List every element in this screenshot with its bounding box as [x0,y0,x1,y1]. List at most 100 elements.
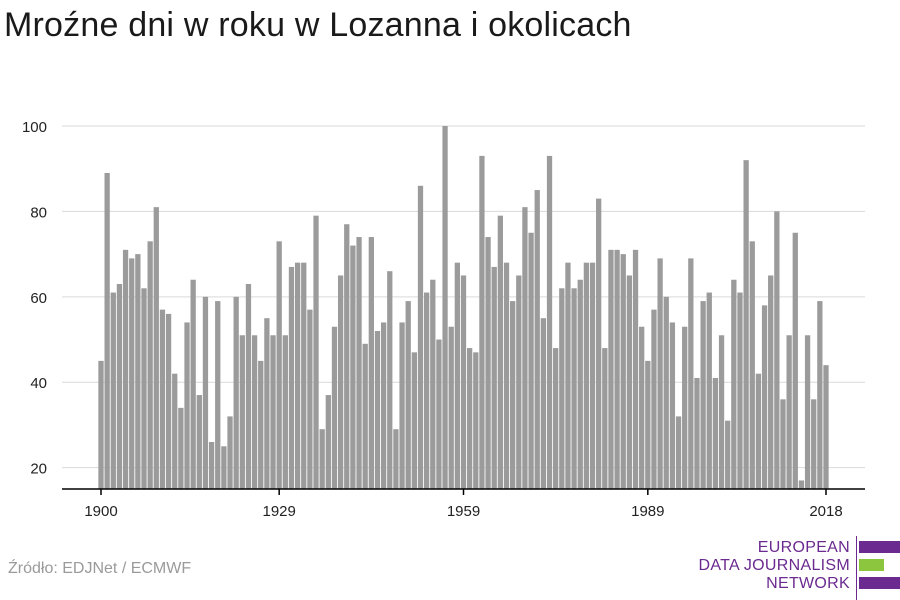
bar [596,198,602,489]
bar [129,258,135,489]
bar [337,275,344,489]
bar [344,224,350,489]
bar [749,241,755,489]
bar [503,262,510,489]
bar [761,305,768,489]
bar [215,301,221,489]
bar [233,296,239,489]
bar [405,301,411,489]
bar [528,232,534,489]
bar [645,360,651,489]
bar [208,442,215,489]
bar [239,335,245,489]
bar [774,211,780,489]
bar [282,335,288,489]
bar [768,275,774,489]
logo-bar-purple-bottom [859,577,900,589]
bar [374,330,381,489]
bar [675,416,682,489]
bar [497,215,503,489]
bar [516,275,522,489]
bar [454,262,460,489]
bar [98,360,104,489]
bar [725,420,731,489]
bar [694,377,700,489]
bar [221,446,227,489]
bar [227,416,233,489]
bar [614,249,620,489]
bar [491,266,497,489]
bar [743,160,749,489]
x-tick-label: 1900 [84,503,117,520]
bar [387,271,393,489]
bar [301,262,307,489]
bar [510,301,516,489]
bar [331,326,338,489]
bar [104,172,110,490]
x-tick-label: 2018 [809,503,842,520]
bar [294,262,301,489]
bar [737,292,743,489]
bar [626,275,633,489]
logo-bar-purple-top [859,541,900,553]
logo-line-3: NETWORK [766,575,850,592]
bar [380,322,387,489]
bar [319,429,325,489]
bar [473,352,479,489]
bar [540,318,547,489]
bar [467,348,473,489]
bar [780,399,786,489]
bar [368,237,374,489]
bar [276,241,282,489]
bar [245,284,252,489]
bar [639,326,645,489]
bar [141,288,147,489]
y-tick-label: 80 [30,204,47,221]
bar [430,279,436,489]
bar [135,254,141,489]
y-tick-label: 100 [22,119,47,136]
bar [700,301,706,489]
bar [669,322,676,489]
bar [165,313,172,489]
bar [362,343,368,489]
bar [657,258,663,489]
bar [448,326,454,489]
y-tick-label: 60 [30,290,47,307]
bar [485,237,491,489]
bar [589,262,596,489]
bar [608,249,614,489]
bar [251,335,258,489]
bar [577,279,583,489]
logo-line-1: EUROPEAN [757,539,850,556]
bar [688,258,694,489]
bar [786,335,792,489]
bar [804,335,811,489]
bar [817,301,823,489]
bar [313,215,319,489]
chart-title: Mroźne dni w roku w Lozanna i okolicach [4,6,632,44]
bar [811,399,817,489]
bar [423,292,430,489]
bar [798,480,805,489]
bar [264,318,270,489]
bar [559,288,565,489]
bar [565,262,571,489]
bar [620,254,626,489]
y-tick-label: 20 [30,461,47,478]
bar [258,360,264,489]
bar [153,207,159,489]
bar [184,322,190,489]
bar [442,126,448,489]
bar [190,279,196,489]
bar [534,190,540,489]
x-tick-label: 1959 [447,503,480,520]
source-note: Źródło: EDJNet / ECMWF [8,560,192,577]
bar [792,232,798,489]
bar [417,185,424,490]
bar [553,348,559,489]
x-tick-label: 1989 [631,503,664,520]
bar [411,352,417,489]
y-tick-label: 40 [30,375,47,392]
bar [706,292,712,489]
